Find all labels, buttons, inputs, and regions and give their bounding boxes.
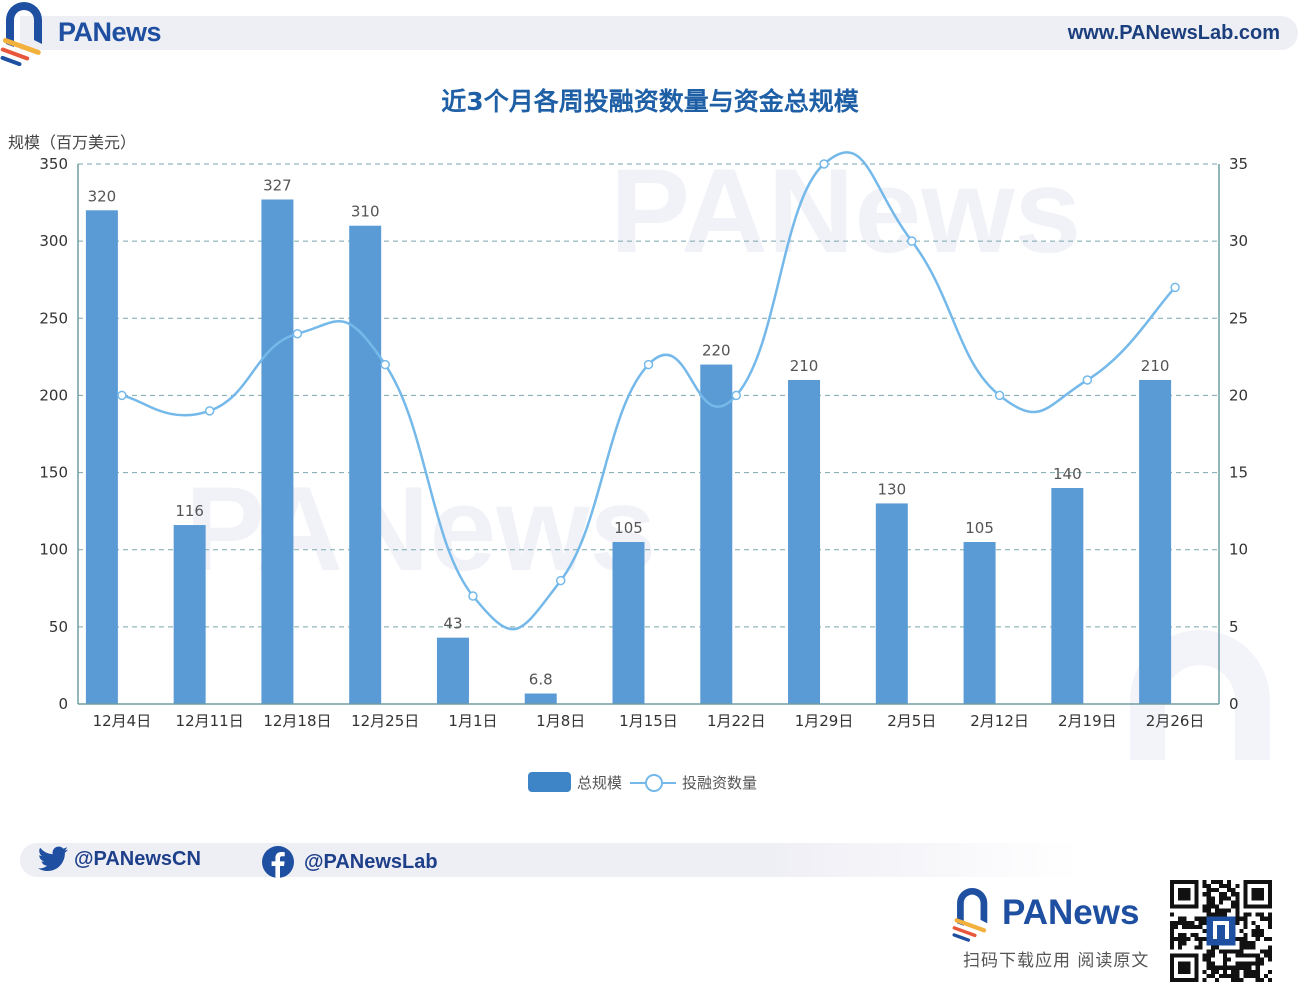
bar[interactable]: [349, 225, 382, 704]
bar[interactable]: [261, 199, 294, 704]
chart-legend: 总规模 投融资数量: [528, 771, 757, 793]
x-tick-label: 1月29日: [795, 712, 854, 730]
y2-tick-label: 25: [1229, 309, 1248, 327]
bar[interactable]: [524, 693, 557, 704]
bar[interactable]: [85, 210, 118, 705]
social-bar: [20, 843, 1080, 877]
bar-value-label: 43: [443, 615, 462, 633]
x-tick-label: 2月19日: [1058, 712, 1117, 730]
chart-title: 近3个月各周投融资数量与资金总规模: [441, 87, 859, 116]
twitter-handle[interactable]: @PANewsCN: [38, 846, 201, 872]
x-tick-label: 1月22日: [707, 712, 766, 730]
y-tick-label: 200: [39, 386, 68, 404]
x-tick-label: 1月15日: [619, 712, 678, 730]
line-point[interactable]: [731, 390, 742, 401]
y2-tick-label: 10: [1229, 541, 1248, 559]
y-tick-label: 300: [39, 232, 68, 250]
legend-bar-label[interactable]: 总规模: [577, 773, 623, 792]
footer-brand-text: PANews: [1002, 893, 1140, 932]
combo-chart: PANews PANews 0 50 100 150 200 250 300 350 0 5 10 1…: [39, 144, 1270, 760]
y-tick-label: 250: [39, 309, 68, 327]
bar-value-label: 140: [1053, 465, 1082, 483]
line-point[interactable]: [819, 159, 829, 169]
bar[interactable]: [436, 637, 469, 704]
line-point[interactable]: [292, 328, 303, 339]
y2-tick-label: 35: [1229, 155, 1248, 173]
y2-tick-label: 30: [1229, 232, 1248, 250]
svg-text:PANews: PANews: [610, 144, 1081, 278]
x-tick-label: 2月12日: [970, 712, 1029, 730]
footer-logo-icon: [952, 887, 988, 942]
y-tick-label: 0: [58, 695, 68, 713]
bar-value-label: 105: [614, 519, 643, 537]
site-url-link[interactable]: www.PANewsLab.com: [1067, 22, 1280, 44]
bar-value-label: 310: [351, 203, 380, 221]
x-tick-label: 2月5日: [887, 712, 936, 730]
bar[interactable]: [700, 364, 733, 704]
y-tick-label: 150: [39, 464, 68, 482]
line-point[interactable]: [907, 236, 917, 246]
bar-value-label: 220: [702, 342, 731, 360]
y2-tick-label: 20: [1229, 386, 1248, 404]
x-tick-label: 1月1日: [448, 712, 497, 730]
line-point[interactable]: [1170, 282, 1180, 293]
bar-value-label: 320: [88, 187, 117, 205]
line-point[interactable]: [1082, 375, 1093, 385]
y-axis-label: 规模（百万美元）: [8, 133, 137, 152]
facebook-handle[interactable]: @PANewsLab: [262, 846, 438, 878]
legend-bar-swatch[interactable]: [528, 772, 571, 792]
line-point[interactable]: [204, 406, 215, 416]
bar-value-label: 6.8: [529, 671, 553, 689]
line-point[interactable]: [994, 390, 1005, 401]
qr-code-icon[interactable]: [1170, 880, 1272, 982]
bar[interactable]: [1139, 380, 1172, 704]
header-bar: [20, 16, 1298, 50]
download-caption: 扫码下载应用 阅读原文: [963, 951, 1150, 971]
x-tick-label: 1月8日: [536, 712, 585, 730]
facebook-icon: [262, 846, 294, 878]
y-tick-label: 50: [49, 618, 68, 636]
bar-value-label: 130: [877, 480, 906, 498]
twitter-icon: [38, 846, 68, 871]
watermark: PANews PANews: [185, 144, 1270, 760]
count-line: [121, 151, 1177, 631]
bar[interactable]: [875, 503, 908, 704]
x-tick-label: 12月18日: [263, 712, 331, 730]
legend-line-label[interactable]: 投融资数量: [682, 773, 758, 792]
y2-tick-label: 15: [1229, 464, 1248, 482]
x-tick-label: 2月26日: [1146, 712, 1205, 730]
x-tick-label: 12月25日: [351, 712, 419, 730]
x-tick-label: 12月4日: [93, 712, 152, 730]
bar[interactable]: [963, 542, 996, 704]
bar-value-label: 116: [175, 502, 204, 520]
brand-logo-text: PANews: [58, 17, 162, 47]
bar-value-label: 210: [790, 357, 819, 375]
bar[interactable]: [1051, 488, 1084, 704]
line-point[interactable]: [380, 359, 390, 370]
y-tick-label: 100: [39, 541, 68, 559]
bar[interactable]: [788, 380, 821, 704]
bar[interactable]: [173, 525, 206, 704]
y-tick-label: 350: [39, 155, 68, 173]
bar-value-label: 327: [263, 176, 292, 194]
legend-line-swatch[interactable]: [630, 772, 677, 792]
x-tick-label: 12月11日: [176, 712, 244, 730]
line-point[interactable]: [643, 359, 654, 370]
bar-value-label: 105: [965, 519, 994, 537]
line-point[interactable]: [117, 390, 127, 401]
bar-value-label: 210: [1141, 357, 1170, 375]
line-point[interactable]: [555, 575, 566, 586]
y2-tick-label: 5: [1229, 618, 1239, 636]
panews-logo-icon: [0, 2, 42, 66]
y2-tick-label: 0: [1229, 695, 1239, 713]
line-point[interactable]: [468, 591, 478, 601]
bar[interactable]: [612, 542, 645, 704]
